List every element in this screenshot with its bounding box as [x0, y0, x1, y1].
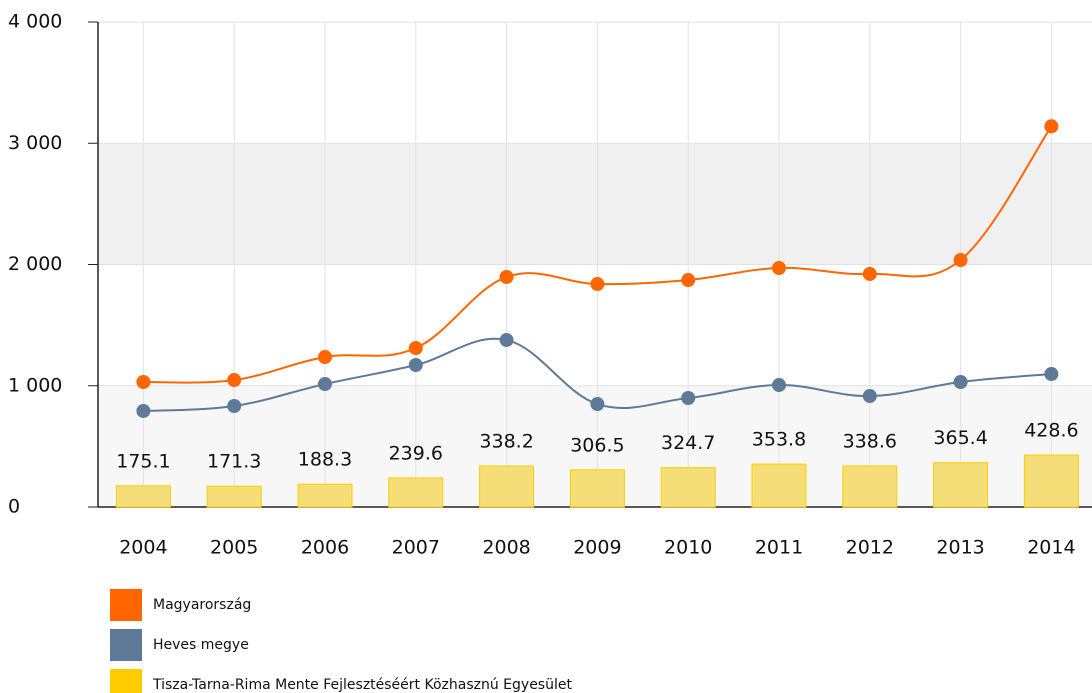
marker: [862, 266, 877, 281]
legend-swatch: [110, 589, 142, 621]
marker: [681, 390, 696, 405]
legend-label: Magyarország: [153, 597, 251, 613]
bar: [660, 467, 716, 508]
marker: [681, 273, 696, 288]
x-tick-label: 2006: [301, 537, 349, 559]
x-tick-label: 2004: [119, 537, 167, 559]
bar: [297, 483, 353, 508]
marker: [772, 378, 786, 393]
marker: [318, 350, 332, 365]
x-tick-label: 2005: [210, 537, 258, 559]
marker: [408, 341, 423, 356]
x-tick-label: 2012: [846, 537, 894, 559]
marker: [408, 358, 423, 373]
marker: [499, 269, 514, 284]
marker: [227, 398, 242, 413]
bar: [479, 465, 535, 508]
x-tick-label: 2009: [573, 537, 621, 559]
legend-label: Heves megye: [153, 637, 249, 653]
bar: [206, 485, 262, 508]
data-label: 171.3: [207, 451, 261, 473]
legend-swatch: [110, 629, 142, 661]
x-tick-label: 2010: [664, 537, 712, 559]
marker: [772, 261, 786, 276]
y-tick-label: 3 000: [8, 132, 62, 154]
data-label: 324.7: [661, 432, 715, 454]
marker: [136, 374, 151, 389]
bar: [569, 469, 625, 508]
data-label: 428.6: [1024, 420, 1078, 442]
y-tick-label: 0: [8, 496, 20, 518]
data-label: 338.2: [479, 430, 533, 452]
data-label: 338.6: [843, 430, 897, 452]
x-tick-label: 2007: [392, 537, 440, 559]
marker: [590, 397, 605, 412]
bar: [1023, 454, 1079, 508]
y-tick-label: 2 000: [8, 253, 62, 275]
marker: [318, 377, 332, 392]
bar: [388, 477, 444, 508]
marker: [1044, 119, 1059, 134]
marker: [953, 253, 968, 268]
x-tick-label: 2011: [755, 537, 803, 559]
marker: [1044, 366, 1059, 381]
x-tick-label: 2008: [482, 537, 530, 559]
marker: [953, 374, 968, 389]
data-label: 188.3: [298, 449, 352, 471]
marker: [136, 403, 151, 418]
y-tick-label: 4 000: [8, 11, 62, 33]
x-tick-label: 2013: [936, 537, 984, 559]
marker: [227, 373, 242, 388]
data-label: 239.6: [389, 442, 443, 464]
x-tick-label: 2014: [1027, 537, 1075, 559]
data-label: 175.1: [116, 450, 170, 472]
data-label: 306.5: [570, 434, 624, 456]
plot-band: [98, 143, 1092, 265]
bar: [115, 485, 171, 508]
bar: [842, 465, 898, 508]
y-tick-label: 1 000: [8, 374, 62, 396]
marker: [499, 333, 514, 348]
legend-swatch: [110, 669, 142, 693]
legend-label: Tisza-Tarna-Rima Mente Fejlesztéséért Kö…: [152, 677, 572, 693]
data-label: 353.8: [752, 429, 806, 451]
bar: [933, 462, 989, 508]
marker: [590, 277, 605, 292]
bar: [751, 463, 807, 508]
marker: [862, 389, 877, 404]
data-label: 365.4: [933, 427, 987, 449]
